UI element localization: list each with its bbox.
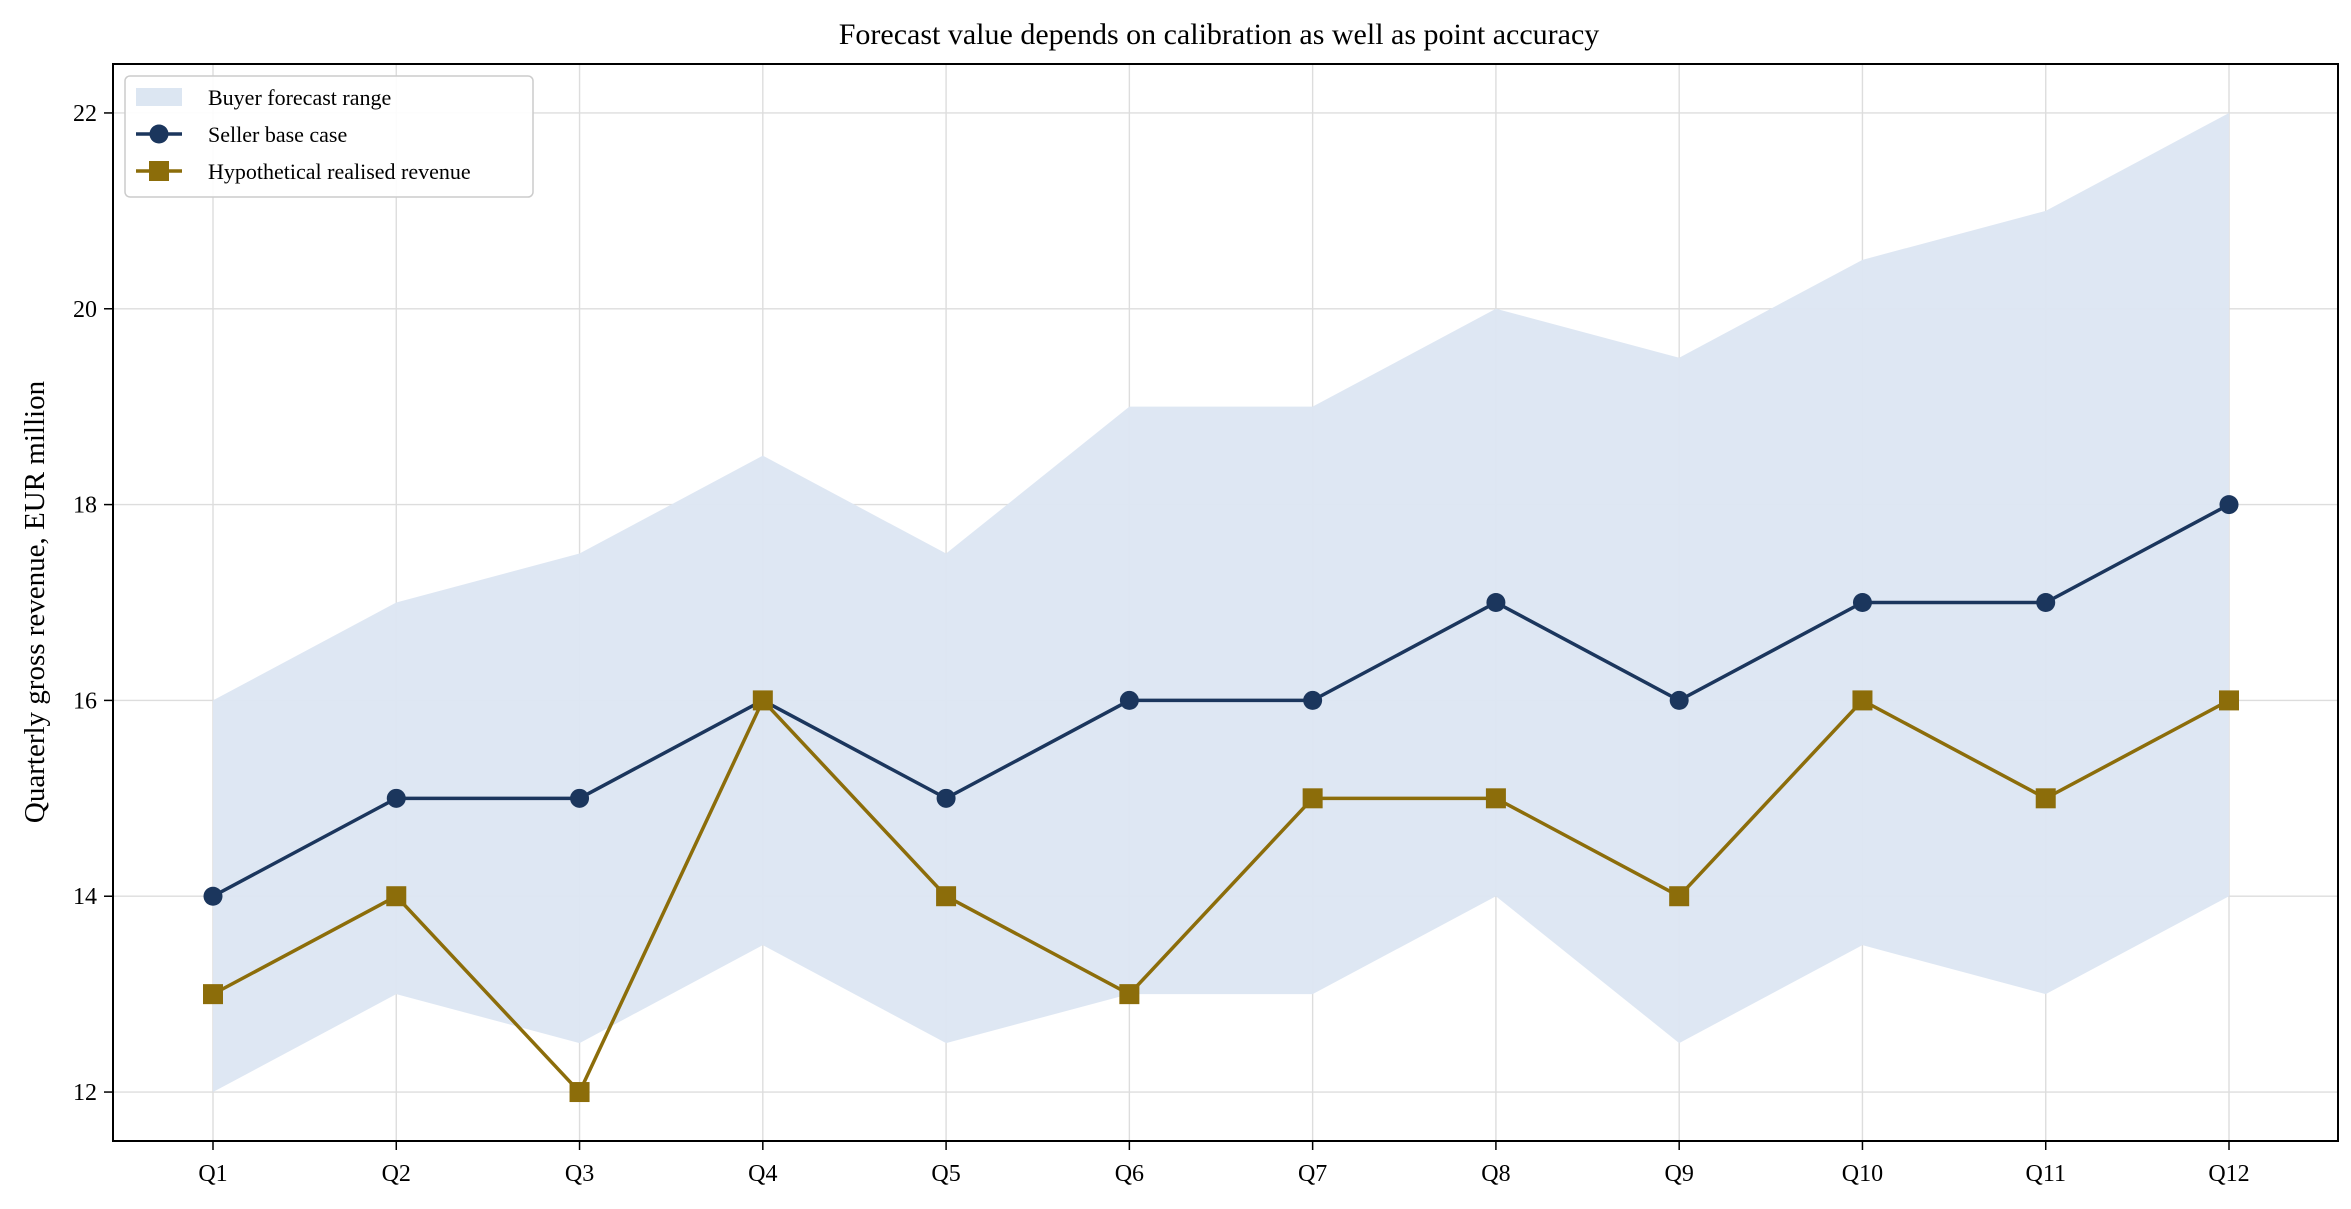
data-point <box>1852 593 1872 612</box>
series-line <box>212 503 2230 898</box>
x-tick-label: Q6 <box>1115 1161 1144 1187</box>
chart-title: Forecast value depends on calibration as… <box>839 18 1600 51</box>
x-tick-label: Q10 <box>1842 1161 1883 1187</box>
legend: Buyer forecast range Seller base case Hypo… <box>124 75 534 198</box>
y-tick-label: 20 <box>73 297 97 323</box>
legend-box <box>124 75 534 198</box>
plot-frame <box>112 63 2339 1142</box>
x-tick-label: Q8 <box>1481 1161 1510 1187</box>
x-tick-label: Q1 <box>198 1161 227 1187</box>
x-tick-label: Q9 <box>1665 1161 1694 1187</box>
data-point <box>1119 984 1140 1005</box>
y-tick-label: 14 <box>73 884 97 910</box>
data-point <box>936 788 956 808</box>
legend-swatch-band <box>136 88 182 106</box>
data-point <box>1485 788 1506 809</box>
data-point <box>1486 593 1506 612</box>
data-point <box>386 788 406 808</box>
x-tick-label: Q3 <box>565 1161 594 1187</box>
data-point <box>1302 788 1323 809</box>
data-point <box>1119 690 1139 710</box>
y-tick-label: 16 <box>73 688 97 714</box>
x-tick-label: Q5 <box>931 1161 960 1187</box>
data-point <box>1669 690 1689 710</box>
x-tick-label: Q11 <box>2026 1161 2066 1187</box>
data-point <box>2219 690 2239 711</box>
data-point <box>1303 690 1323 710</box>
data-point <box>203 886 223 906</box>
data-point <box>386 886 407 907</box>
data-point <box>2036 593 2056 612</box>
legend-label: Hypothetical realised revenue <box>208 159 471 184</box>
data-point <box>2219 495 2239 515</box>
data-point <box>203 984 223 1005</box>
x-tick-label: Q7 <box>1298 1161 1327 1187</box>
y-axis: 12 14 16 18 20 22 <box>73 101 113 1106</box>
data-point <box>2035 788 2056 809</box>
y-tick-label: 18 <box>73 493 97 519</box>
data-point <box>1669 886 1690 907</box>
series-line <box>212 697 2230 1096</box>
data-point <box>1852 690 1873 711</box>
series-2 <box>203 690 2239 1103</box>
y-axis-label: Quarterly gross revenue, EUR million <box>19 380 51 823</box>
x-tick-label: Q4 <box>748 1161 777 1187</box>
y-tick-label: 12 <box>73 1080 97 1106</box>
x-tick-label: Q12 <box>2208 1161 2249 1187</box>
x-axis: Q1 Q2 Q3 Q4 Q5 Q6 Q7 Q8 Q9 Q10 Q11 Q12 <box>198 1141 2250 1187</box>
legend-label: Seller base case <box>208 122 347 147</box>
data-point <box>570 788 590 808</box>
data-point <box>752 690 773 711</box>
y-tick-label: 22 <box>73 101 97 127</box>
data-point <box>936 886 957 907</box>
series-1 <box>203 495 2239 906</box>
legend-label: Buyer forecast range <box>208 85 391 110</box>
legend-marker <box>149 124 169 144</box>
data-point <box>569 1082 590 1103</box>
x-tick-label: Q2 <box>382 1161 411 1187</box>
legend-marker <box>149 161 169 181</box>
